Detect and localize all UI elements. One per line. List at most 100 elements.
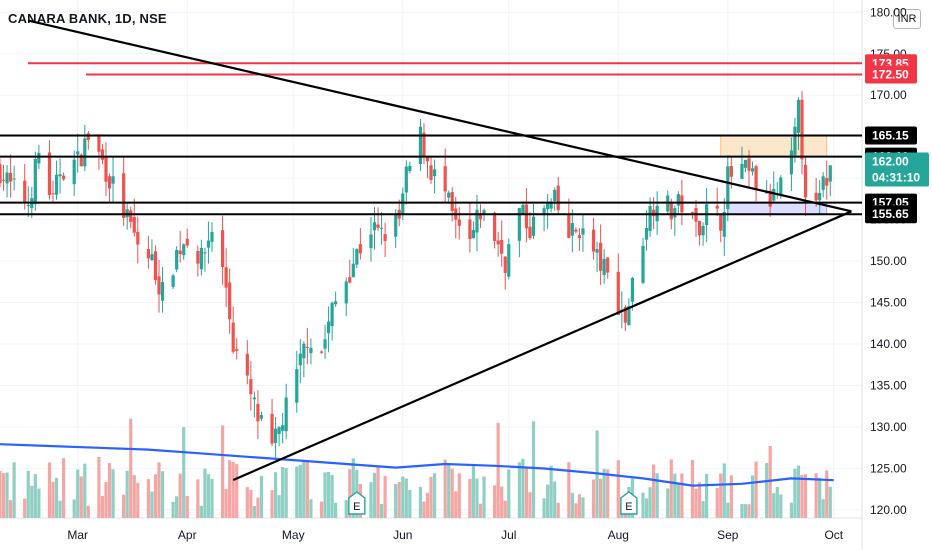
volume-bar [697,482,702,518]
volume-bar [542,498,546,518]
volume-bar [422,501,426,518]
volume-bar [500,486,504,518]
y-tick-label: 135.00 [870,378,907,392]
candle [821,172,825,198]
current-price-tag: 162.00 04:31:10 [865,152,929,187]
volume-bar [447,464,451,518]
volume-bar [86,505,90,518]
earnings-marker: E [620,491,638,515]
volume-bar [47,462,52,518]
candle [249,361,253,411]
candle [185,228,189,248]
volume-bar [425,492,430,518]
volume-bar [581,497,585,518]
candle [697,220,702,246]
y-tick-label: 125.00 [870,461,907,475]
candle [627,298,631,326]
candle [54,160,59,200]
candle [432,159,437,194]
candle [12,165,16,191]
volume-bar [666,488,670,518]
candle [175,246,179,273]
candle [334,291,338,307]
candle [104,142,108,196]
volume-bar [493,485,497,518]
volume-bar [83,463,87,518]
volume-bar [496,422,500,518]
candle [595,241,599,273]
volume-bar [1,473,6,518]
candle [507,238,511,280]
volume-bar [319,501,324,518]
volume-bar [383,475,387,518]
candle [146,235,150,269]
volume-bar [97,456,101,518]
volume-bar [471,464,476,518]
candle [351,247,355,278]
volume-bar [104,482,108,518]
candle [8,154,13,198]
volume-bar [478,503,483,518]
candle [556,176,560,215]
candle [136,216,140,264]
volume-bar [12,462,16,518]
y-tick-label: 150.00 [870,254,907,268]
volume-bar [305,460,309,518]
currency-button[interactable]: INR [893,9,921,29]
volume-bar [206,474,211,518]
candle [295,350,299,413]
volume-bar [277,495,281,518]
volume-bar [245,487,249,518]
volume-bar [404,478,408,518]
candle [58,158,62,194]
volume-bar [379,503,384,518]
trendlines [28,19,852,482]
volume-bar [284,467,288,518]
candle [100,144,105,165]
volume-bar [729,475,733,518]
volume-bar [231,462,235,518]
volume-bar [577,494,582,518]
volume-bar [606,469,610,518]
candle [542,204,546,232]
volume-bar [789,502,794,518]
y-tick-label: 145.00 [870,296,907,310]
volume-bar [680,473,684,518]
volume-bar [210,478,214,518]
volume-bar [567,462,571,518]
candle [644,210,649,251]
volume-bar [528,492,532,518]
volume-bar [136,482,140,518]
volume-bar [160,471,165,518]
volume-bar [644,498,649,518]
volume-bar [199,505,203,518]
candle [298,339,302,384]
volume-bar [302,460,306,518]
volume-bar [330,474,334,518]
volume-bar [376,465,380,518]
candle [259,411,264,422]
candle [468,202,472,253]
candle [97,134,101,170]
x-tick-label: Apr [178,528,197,542]
volume-bar [323,472,327,518]
volume-bar [616,460,620,518]
volume-bar [30,485,34,518]
volume-bar [178,473,182,518]
volume-bar [79,476,83,518]
volume-bar [326,471,331,518]
candle [199,239,203,276]
svg-text:04:31:10: 04:31:10 [872,171,920,185]
volume-bar [256,497,260,518]
volume-bar [185,495,189,518]
volume-bar [351,458,355,518]
volume-bar [146,479,150,518]
candle [793,117,797,163]
volume-bar [450,468,454,518]
volume-bar [51,481,55,518]
volume-bar [5,472,9,518]
volume-bar [793,468,797,518]
volume-bar [779,494,783,518]
candle [355,248,359,269]
